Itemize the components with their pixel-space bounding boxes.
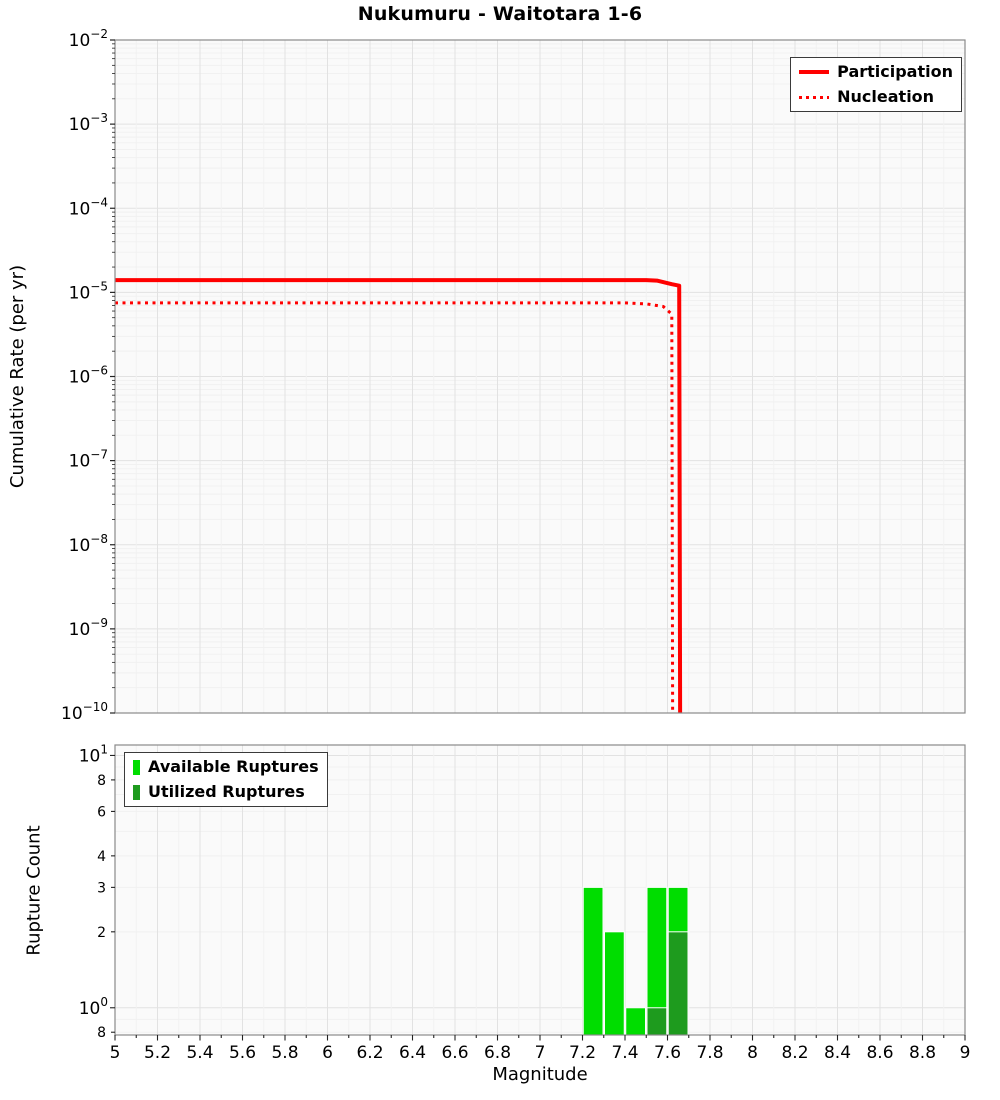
participation-line-sample	[799, 70, 830, 74]
x-tick-label: 5.2	[144, 1043, 171, 1063]
x-tick-label: 8.8	[909, 1043, 936, 1063]
y-tick-label: 10−8	[69, 532, 108, 556]
x-axis-label: Magnitude	[492, 1064, 588, 1085]
x-tick-label: 8.2	[781, 1043, 808, 1063]
chart-title: Nukumuru - Waitotara 1-6	[357, 3, 643, 25]
rates-panel-grid	[115, 40, 965, 713]
bar-utilized	[667, 931, 689, 1035]
x-tick-label: 5.8	[271, 1043, 298, 1063]
bar-available	[604, 931, 625, 1035]
x-tick-label: 7.8	[696, 1043, 723, 1063]
y-tick-label: 10−10	[61, 700, 108, 724]
rate-curves	[115, 278, 683, 713]
x-tick-label: 6.6	[441, 1043, 468, 1063]
x-tick-label: 8	[747, 1043, 758, 1063]
available-bar-sample	[133, 759, 140, 775]
x-tick-label: 6.8	[484, 1043, 511, 1063]
y-tick-label: 8	[97, 1025, 106, 1041]
x-tick-label: 7	[535, 1043, 546, 1063]
x-axis: 5 5.2 5.4 5.6 5.8 6 6.2 6.4 6.6 6.8 7 7.2 7.4 7.6 7.8 8…	[110, 1035, 971, 1063]
rupture-bars	[582, 886, 689, 1035]
x-tick-label: 6.2	[356, 1043, 383, 1063]
legend-item-participation: Participation	[799, 62, 953, 82]
y-tick-label: 10−4	[69, 195, 108, 219]
x-tick-label: 7.2	[569, 1043, 596, 1063]
legend-item-utilized: Utilized Ruptures	[133, 782, 319, 802]
x-tick-label: 7.4	[611, 1043, 638, 1063]
legend-item-available: Available Ruptures	[133, 757, 319, 777]
counts-legend: Available Ruptures Utilized Ruptures	[124, 752, 328, 807]
y-tick-label: 10−9	[69, 616, 108, 640]
x-tick-label: 8.6	[866, 1043, 893, 1063]
bar-available	[625, 1007, 646, 1035]
x-tick-label: 5.6	[229, 1043, 256, 1063]
x-tick-label: 6.4	[399, 1043, 426, 1063]
rates-y-axis: 10−2 10−3 10−4 10−5 10−6 10−7 10−8 10−9 10−10	[61, 27, 115, 724]
x-tick-label: 7.6	[654, 1043, 681, 1063]
y-tick-label: 6	[97, 804, 106, 820]
nucleation-legend-label: Nucleation	[837, 87, 935, 106]
x-tick-label: 5.4	[186, 1043, 213, 1063]
utilized-bar-sample	[133, 784, 140, 800]
y-tick-label: 4	[97, 849, 106, 865]
available-legend-label: Available Ruptures	[148, 757, 319, 776]
x-tick-label: 9	[960, 1043, 971, 1063]
x-tick-label: 5	[110, 1043, 121, 1063]
y-tick-label: 8	[97, 773, 106, 789]
nucleation-line	[115, 301, 675, 713]
nucleation-line-sample	[799, 95, 830, 99]
legend-item-nucleation: Nucleation	[799, 87, 953, 107]
y-tick-label: 10−5	[69, 279, 108, 303]
y-tick-label: 10−2	[69, 27, 108, 51]
rates-legend: Participation Nucleation	[790, 57, 962, 112]
participation-legend-label: Participation	[837, 62, 953, 81]
participation-line	[115, 278, 683, 713]
y-tick-label: 3	[97, 880, 106, 896]
y-tick-label: 2	[97, 925, 106, 941]
x-tick-label: 6	[322, 1043, 333, 1063]
y-tick-label: 100	[79, 995, 108, 1019]
x-tick-label: 8.4	[824, 1043, 851, 1063]
bar-utilized	[646, 1007, 668, 1035]
y-tick-label: 10−6	[69, 364, 108, 388]
utilized-legend-label: Utilized Ruptures	[148, 782, 305, 801]
y-tick-label: 10−3	[69, 111, 108, 135]
bar-available	[582, 886, 604, 1035]
y-tick-label: 10−7	[69, 448, 108, 472]
y-tick-label: 101	[79, 742, 108, 766]
counts-y-axis: 101 8 6 4 3 2 100 8	[79, 742, 115, 1041]
